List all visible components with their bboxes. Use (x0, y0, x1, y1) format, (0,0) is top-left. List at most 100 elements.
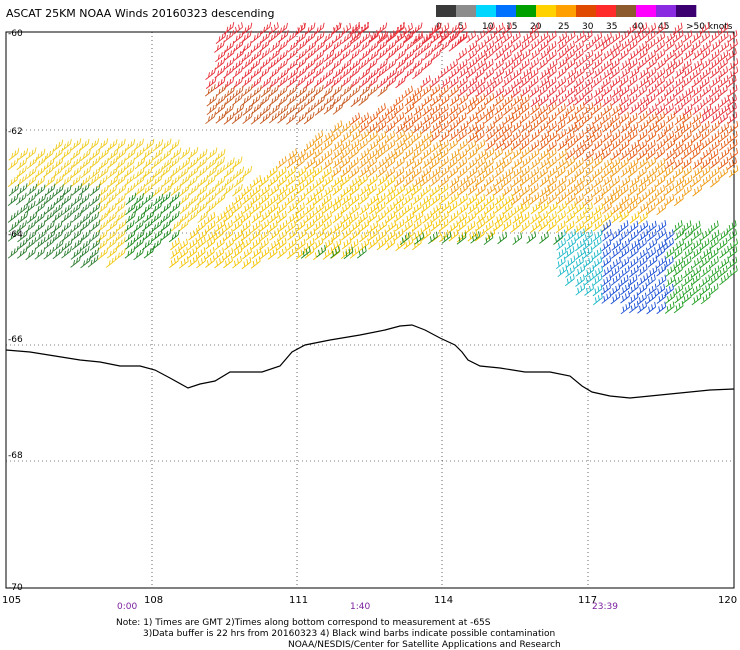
wind-barb (674, 290, 685, 304)
wind-barb (526, 231, 537, 244)
wind-barb (530, 201, 541, 215)
wind-barb (89, 193, 101, 207)
wind-barb (359, 39, 371, 53)
wind-barb (519, 58, 530, 72)
wind-barb (664, 103, 674, 116)
wind-barb (232, 229, 243, 242)
wind-barb (151, 219, 162, 233)
wind-barb (420, 121, 431, 134)
wind-barb (565, 85, 576, 98)
wind-barb (124, 229, 136, 243)
wind-barb (539, 174, 550, 187)
wind-barb (465, 220, 476, 234)
wind-barb (368, 193, 379, 207)
wind-barb (16, 220, 27, 233)
wind-barb (457, 58, 468, 72)
wind-barb (683, 265, 693, 279)
wind-barb (467, 40, 478, 53)
wind-barb (169, 201, 181, 214)
wind-barb (7, 174, 19, 188)
wind-barb (322, 210, 332, 224)
wind-barb (638, 67, 649, 80)
colorbar-swatch (636, 5, 657, 17)
wind-barb (511, 138, 521, 151)
wind-barb (510, 31, 521, 44)
wind-barb (519, 75, 530, 88)
wind-barb (314, 40, 326, 53)
wind-barb (584, 264, 595, 278)
wind-barb (637, 264, 648, 277)
wind-barb (376, 22, 388, 35)
wind-barb (368, 49, 379, 62)
wind-barb (557, 93, 567, 107)
wind-barb (251, 175, 262, 188)
wind-barb (322, 148, 333, 161)
colorbar-swatch (616, 5, 637, 17)
wind-barb (323, 93, 335, 107)
wind-barb (512, 232, 523, 246)
wind-barb (709, 93, 720, 106)
wind-barb (483, 232, 494, 246)
wind-barb (24, 200, 36, 214)
wind-barb (205, 111, 216, 125)
wind-barb (250, 76, 262, 89)
wind-barb (538, 138, 549, 151)
wind-barb (349, 139, 360, 152)
wind-barb (377, 58, 388, 72)
wind-barb (709, 156, 720, 169)
wind-barb (26, 174, 37, 188)
wind-barb (672, 129, 683, 143)
wind-barb (97, 219, 108, 233)
wind-barb (224, 202, 234, 215)
wind-barb (618, 220, 629, 233)
wind-barb (214, 165, 225, 178)
wind-barb (114, 201, 126, 214)
wind-barb (115, 228, 126, 242)
wind-barb (448, 103, 459, 116)
wind-barb (430, 166, 441, 179)
wind-barb (728, 265, 738, 278)
colorbar-swatch (516, 5, 537, 17)
wind-barb (691, 174, 701, 188)
wind-barb (422, 210, 433, 224)
wind-barb (691, 85, 702, 98)
wind-barb (592, 166, 603, 179)
wind-barb (313, 66, 325, 79)
wind-barb (385, 48, 397, 61)
wind-barb (439, 39, 450, 53)
wind-barb (637, 84, 647, 98)
wind-barb (708, 247, 719, 260)
wind-barb (241, 22, 253, 36)
wind-barb (673, 146, 684, 160)
wind-barb (672, 220, 683, 233)
wind-barb (673, 57, 684, 70)
wind-barb (458, 193, 468, 206)
wind-barb (592, 273, 603, 286)
wind-barb (647, 120, 658, 133)
wind-barb (343, 246, 354, 260)
wind-barb (457, 148, 468, 162)
wind-barb (241, 75, 253, 88)
wind-barb (431, 93, 442, 107)
wind-barb (629, 102, 640, 115)
wind-barb (330, 75, 342, 88)
wind-barb (672, 22, 683, 36)
wind-barb (233, 22, 243, 35)
wind-barb (709, 229, 720, 243)
wind-barb (231, 111, 243, 125)
wind-barb (701, 94, 711, 108)
wind-barb (547, 156, 557, 170)
wind-barb (710, 39, 721, 52)
wind-barb (681, 39, 692, 53)
wind-barb (719, 245, 730, 259)
wind-barb (655, 147, 666, 160)
wind-barb (484, 202, 495, 215)
wind-barb (638, 229, 649, 242)
wind-barb (313, 75, 325, 88)
wind-barb (224, 237, 234, 251)
wind-barb (511, 130, 521, 143)
wind-barb (241, 49, 253, 63)
wind-barb (600, 38, 611, 52)
wind-barb (385, 39, 397, 53)
wind-barb (593, 148, 604, 161)
